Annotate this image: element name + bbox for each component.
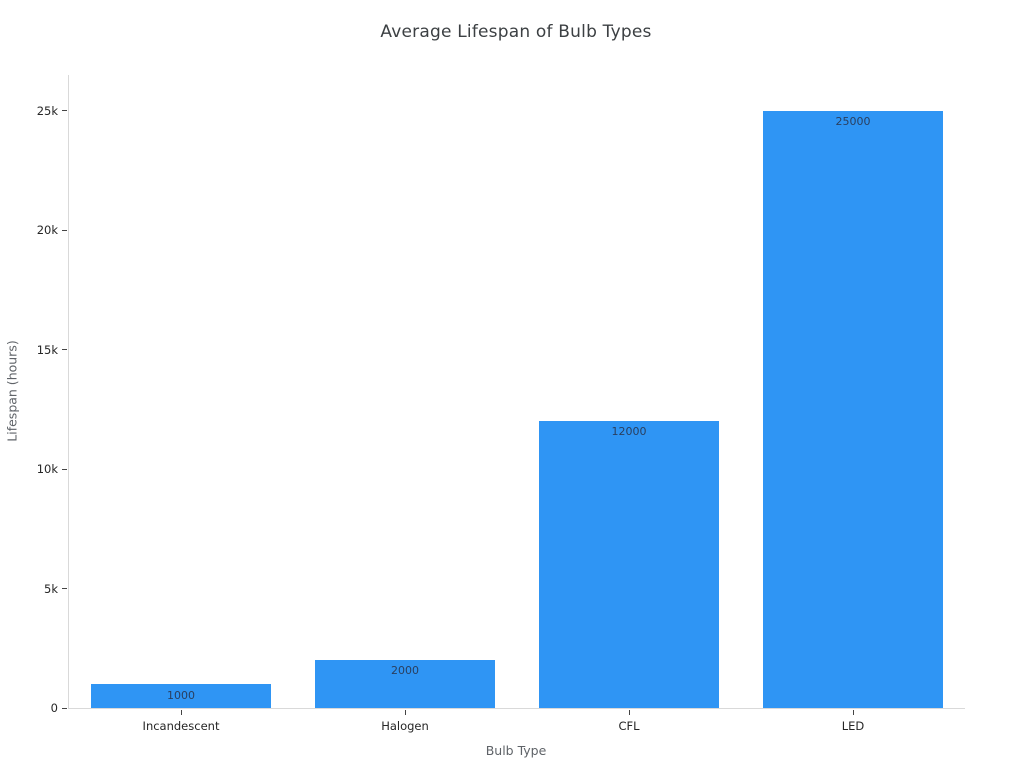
y-axis-tick-mark: [62, 468, 67, 470]
y-axis-tick-mark: [62, 707, 67, 709]
x-axis-tick-mark: [852, 710, 854, 715]
x-axis-tick-label: LED: [841, 719, 865, 733]
bar-incandescent: 1000: [91, 684, 271, 708]
x-axis-tick-label: CFL: [618, 719, 640, 733]
y-axis-tick-label: 0: [50, 701, 58, 715]
y-axis-tick-label: 25k: [36, 103, 58, 118]
x-axis-tick-mark: [180, 710, 182, 715]
bar-value-label: 25000: [835, 114, 871, 128]
bar-value-label: 12000: [611, 425, 647, 439]
y-axis-tick-mark: [62, 110, 67, 112]
bar-value-label: 2000: [391, 664, 419, 678]
plot-area: 0 5k 10k 15k 20k 25k 1000 Incandescent 2000 Halog…: [37, 75, 965, 733]
bar-halogen: 2000: [315, 660, 495, 708]
x-axis-tick-label: Incandescent: [142, 719, 220, 733]
x-axis-tick-mark: [628, 710, 630, 715]
y-axis-tick-mark: [62, 349, 67, 351]
y-axis-title: Lifespan (hours): [4, 340, 20, 442]
bar-led: 25000: [763, 110, 943, 708]
bar-value-label: 1000: [167, 689, 195, 703]
y-axis-tick-label: 10k: [36, 462, 58, 477]
x-axis-title: Bulb Type: [485, 743, 547, 758]
bar-cfl: 12000: [539, 421, 719, 708]
y-axis-tick-label: 5k: [44, 581, 58, 596]
x-axis-tick-mark: [404, 710, 406, 715]
y-axis-tick-mark: [62, 229, 67, 231]
x-axis-tick-label: Halogen: [381, 719, 429, 733]
y-axis-tick-label: 15k: [36, 342, 58, 357]
y-axis-tick-label: 20k: [36, 223, 58, 238]
chart-title: Average Lifespan of Bulb Types: [380, 22, 652, 42]
y-axis-tick-mark: [62, 588, 67, 590]
